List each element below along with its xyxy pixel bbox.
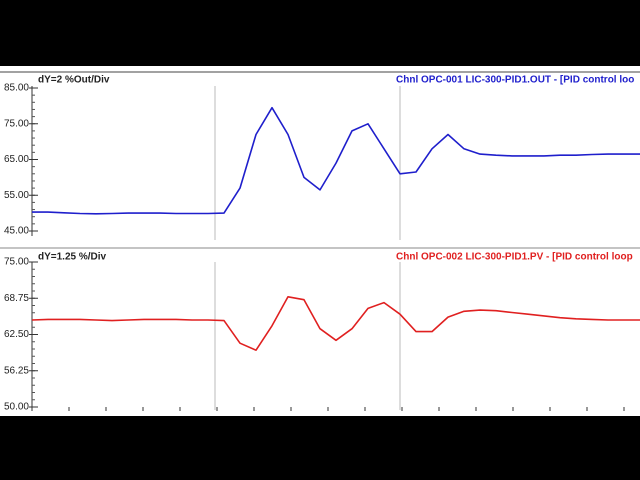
y-tick-label: 68.75 xyxy=(4,293,29,304)
time-axis xyxy=(31,407,625,411)
y-tick-label: 56.25 xyxy=(4,365,29,376)
y-tick-label: 75.00 xyxy=(4,118,29,129)
trend-panel xyxy=(0,66,640,416)
y-tick-label: 75.00 xyxy=(4,257,29,268)
y-tick-label: 85.00 xyxy=(4,83,29,94)
y-tick-label: 62.50 xyxy=(4,329,29,340)
y-tick-label: 65.00 xyxy=(4,154,29,165)
scale-label: dY=2 %Out/Div xyxy=(38,75,110,86)
pen-title: Chnl OPC-001 LIC-300-PID1.OUT - [PID con… xyxy=(396,75,634,86)
y-tick-label: 55.00 xyxy=(4,190,29,201)
pen-title: Chnl OPC-002 LIC-300-PID1.PV - [PID cont… xyxy=(396,252,633,263)
y-tick-label: 45.00 xyxy=(4,226,29,237)
y-tick-label: 50.00 xyxy=(4,402,29,413)
trend-line xyxy=(31,296,640,351)
trend-line xyxy=(32,106,640,215)
scale-label: dY=1.25 %/Div xyxy=(38,252,107,263)
